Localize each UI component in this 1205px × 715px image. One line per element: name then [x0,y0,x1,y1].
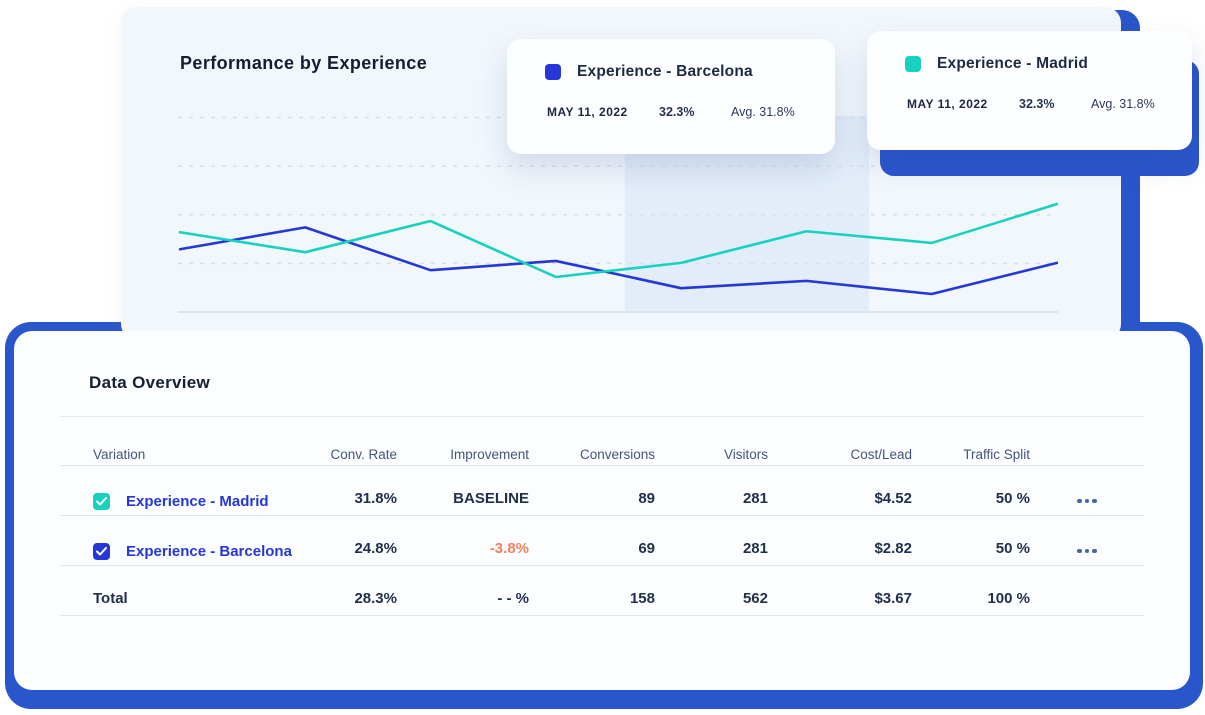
col-header-traffic-split: Traffic Split [963,447,1030,462]
variation-name-link[interactable]: Experience - Barcelona [126,543,292,560]
tooltip-card-barcelona: Experience - Barcelona MAY 11, 2022 32.3… [507,39,835,154]
series-label: Experience - Madrid [937,55,1089,72]
data-overview-title: Data Overview [89,373,211,392]
total-improvement: - - % [497,590,529,607]
data-overview-table: Variation Conv. Rate Improvement Convers… [60,447,1144,616]
improvement-cell: -3.8% [489,540,529,557]
table-header-row: Variation Conv. Rate Improvement Convers… [60,447,1144,466]
total-visitors: 562 [742,590,768,607]
tooltip-avg-value: Avg. 31.8% [731,105,795,119]
total-label: Total [93,590,128,607]
improvement-cell: BASELINE [453,490,529,507]
visitors-cell: 281 [742,490,768,507]
table-row: Experience - Madrid 31.8% BASELINE 89 28… [60,466,1144,516]
total-cost-lead: $3.67 [874,590,912,607]
checkmark-icon [96,497,107,506]
total-conversions: 158 [629,590,655,607]
series-label: Experience - Barcelona [577,63,753,80]
variation-checkbox[interactable] [93,543,110,560]
tooltip-date: MAY 11, 2022 [547,105,628,119]
row-menu-icon[interactable] [1077,548,1097,553]
tooltip-avg-value: Avg. 31.8% [1091,97,1155,111]
cost-lead-cell: $4.52 [874,490,912,507]
total-traffic-split: 100 % [987,590,1030,607]
data-overview-card: Data Overview Variation Conv. Rate Impro… [14,331,1190,690]
conv-rate-cell: 24.8% [354,540,397,557]
series-swatch-madrid-icon [905,56,921,72]
row-menu-icon[interactable] [1077,498,1097,503]
col-header-visitors: Visitors [723,447,768,462]
checkmark-icon [96,547,107,556]
series-swatch-barcelona-icon [545,64,561,80]
visitors-cell: 281 [742,540,768,557]
conversions-cell: 89 [638,490,655,507]
table-total-row: Total 28.3% - - % 158 562 $3.67 100 % [60,566,1144,616]
col-header-conv-rate: Conv. Rate [330,447,397,462]
col-header-variation: Variation [93,447,146,462]
table-body: Experience - Madrid 31.8% BASELINE 89 28… [60,466,1144,566]
conversions-cell: 69 [638,540,655,557]
divider [60,416,1144,417]
total-conv-rate: 28.3% [354,590,397,607]
tooltip-value: 32.3% [659,105,695,119]
tooltip-value: 32.3% [1019,97,1055,111]
variation-checkbox[interactable] [93,493,110,510]
tooltip-card-madrid: Experience - Madrid MAY 11, 2022 32.3% A… [867,31,1192,150]
table-row: Experience - Barcelona 24.8% -3.8% 69 28… [60,516,1144,566]
col-header-actions [1030,462,1144,469]
traffic-split-cell: 50 % [995,490,1030,507]
chart-title: Performance by Experience [180,53,428,73]
variation-name-link[interactable]: Experience - Madrid [126,493,269,510]
cost-lead-cell: $2.82 [874,540,912,557]
col-header-conversions: Conversions [579,447,655,462]
col-header-improvement: Improvement [450,447,529,462]
traffic-split-cell: 50 % [995,540,1030,557]
tooltip-date: MAY 11, 2022 [907,97,988,111]
conv-rate-cell: 31.8% [354,490,397,507]
col-header-cost-lead: Cost/Lead [850,447,912,462]
